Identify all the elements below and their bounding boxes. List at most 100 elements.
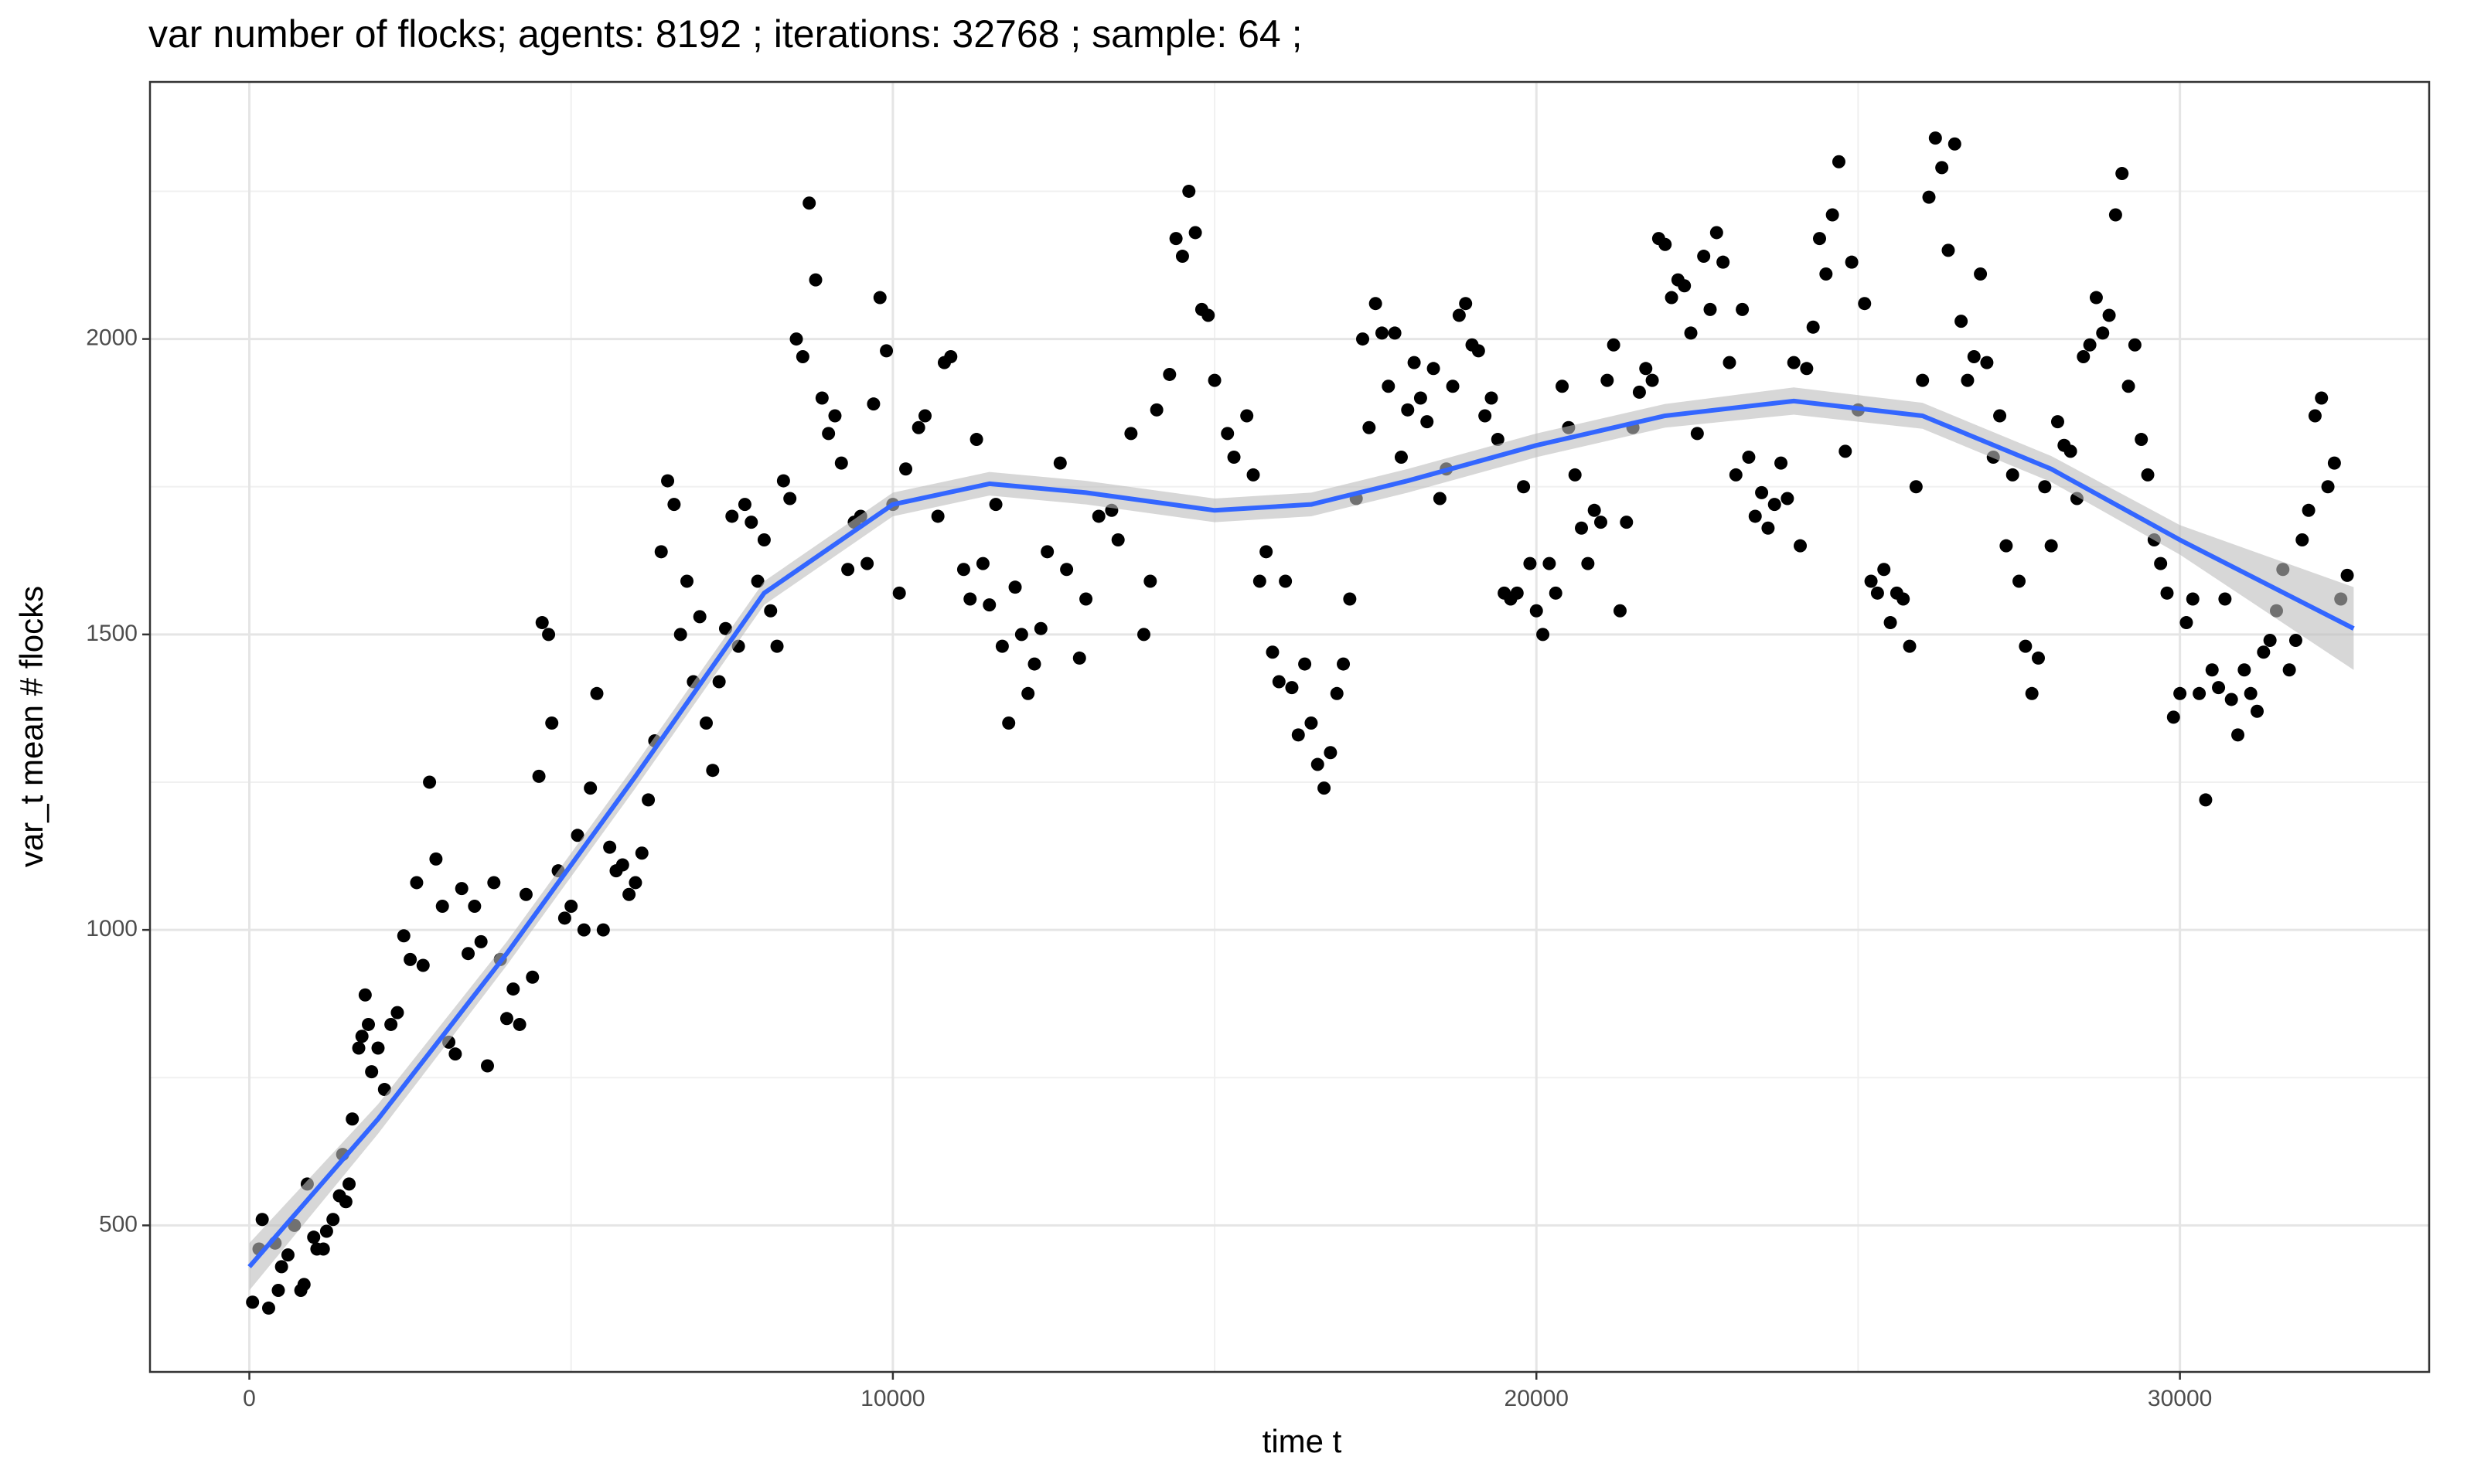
point <box>429 852 443 866</box>
point <box>2032 651 2046 665</box>
point <box>596 923 610 937</box>
point <box>1903 639 1917 653</box>
point <box>1008 580 1022 594</box>
point <box>2005 468 2019 482</box>
point <box>783 492 797 505</box>
point <box>1858 297 1872 311</box>
point <box>867 397 881 411</box>
point <box>1285 681 1299 695</box>
point <box>1587 503 1601 517</box>
smooth-line <box>247 398 2355 1268</box>
point <box>1781 492 1794 505</box>
point <box>1092 509 1106 523</box>
point <box>2186 592 2200 606</box>
point <box>1034 621 1048 635</box>
point <box>1729 468 1743 482</box>
point <box>1645 373 1659 387</box>
point <box>2012 574 2026 588</box>
point <box>1581 556 1595 570</box>
point <box>274 1260 288 1274</box>
point <box>1678 279 1692 293</box>
point <box>712 675 726 689</box>
point <box>1961 373 1975 387</box>
point <box>815 391 829 405</box>
point <box>1954 315 1968 328</box>
point <box>1665 291 1678 305</box>
point <box>355 1030 369 1043</box>
point <box>757 533 771 547</box>
point <box>1356 332 1370 346</box>
point <box>1806 320 1820 334</box>
point <box>1787 356 1801 369</box>
point <box>1935 161 1949 175</box>
point <box>834 456 848 470</box>
point <box>319 1224 333 1238</box>
point <box>1150 403 1164 417</box>
point <box>809 273 823 287</box>
point <box>1716 255 1730 269</box>
point <box>2199 793 2213 807</box>
point <box>1124 427 1138 441</box>
point <box>362 1017 376 1031</box>
point <box>1266 645 1280 659</box>
point <box>1736 302 1750 316</box>
point <box>661 474 675 488</box>
point <box>1742 450 1756 464</box>
point <box>487 876 501 890</box>
point <box>725 509 739 523</box>
point <box>629 876 642 890</box>
point <box>667 498 681 512</box>
ticks: 0 10000 20000 30000 500 1000 1500 2000 <box>86 325 2212 1411</box>
point <box>1279 574 1293 588</box>
point <box>1639 362 1653 376</box>
point <box>2096 326 2110 340</box>
point <box>1999 539 2013 553</box>
point <box>1079 592 1093 606</box>
point <box>912 420 925 434</box>
point <box>1143 574 1157 588</box>
point <box>603 840 617 854</box>
point <box>2251 704 2264 718</box>
point <box>358 988 372 1002</box>
point <box>410 876 424 890</box>
point <box>654 545 668 559</box>
point <box>963 592 977 606</box>
point <box>455 882 469 896</box>
point <box>1658 237 1672 251</box>
point <box>1684 326 1698 340</box>
point <box>1298 657 1312 671</box>
point <box>1002 716 1016 730</box>
point <box>404 952 417 966</box>
point <box>1426 362 1440 376</box>
point <box>1330 686 1344 700</box>
point <box>1922 190 1936 204</box>
point <box>468 900 482 914</box>
point <box>1041 545 1055 559</box>
point <box>246 1295 260 1309</box>
point <box>828 409 842 423</box>
point <box>1709 226 1723 240</box>
point <box>480 1059 494 1073</box>
point <box>931 509 945 523</box>
point <box>1883 616 1897 630</box>
point <box>622 887 636 901</box>
point <box>1529 604 1543 618</box>
point <box>571 829 584 842</box>
point <box>1484 391 1498 405</box>
point <box>1967 350 1981 364</box>
point <box>462 947 475 961</box>
point <box>2025 686 2039 700</box>
point <box>2295 533 2309 547</box>
point <box>983 598 997 612</box>
point <box>796 350 809 364</box>
x-tick-label: 20000 <box>1505 1386 1569 1411</box>
point <box>1723 356 1736 369</box>
point <box>1324 746 1338 760</box>
point <box>673 628 687 642</box>
point <box>255 1213 269 1227</box>
point <box>2108 208 2122 222</box>
point <box>1021 686 1035 700</box>
point <box>1446 380 1460 393</box>
point <box>1877 563 1891 577</box>
point <box>1613 604 1627 618</box>
